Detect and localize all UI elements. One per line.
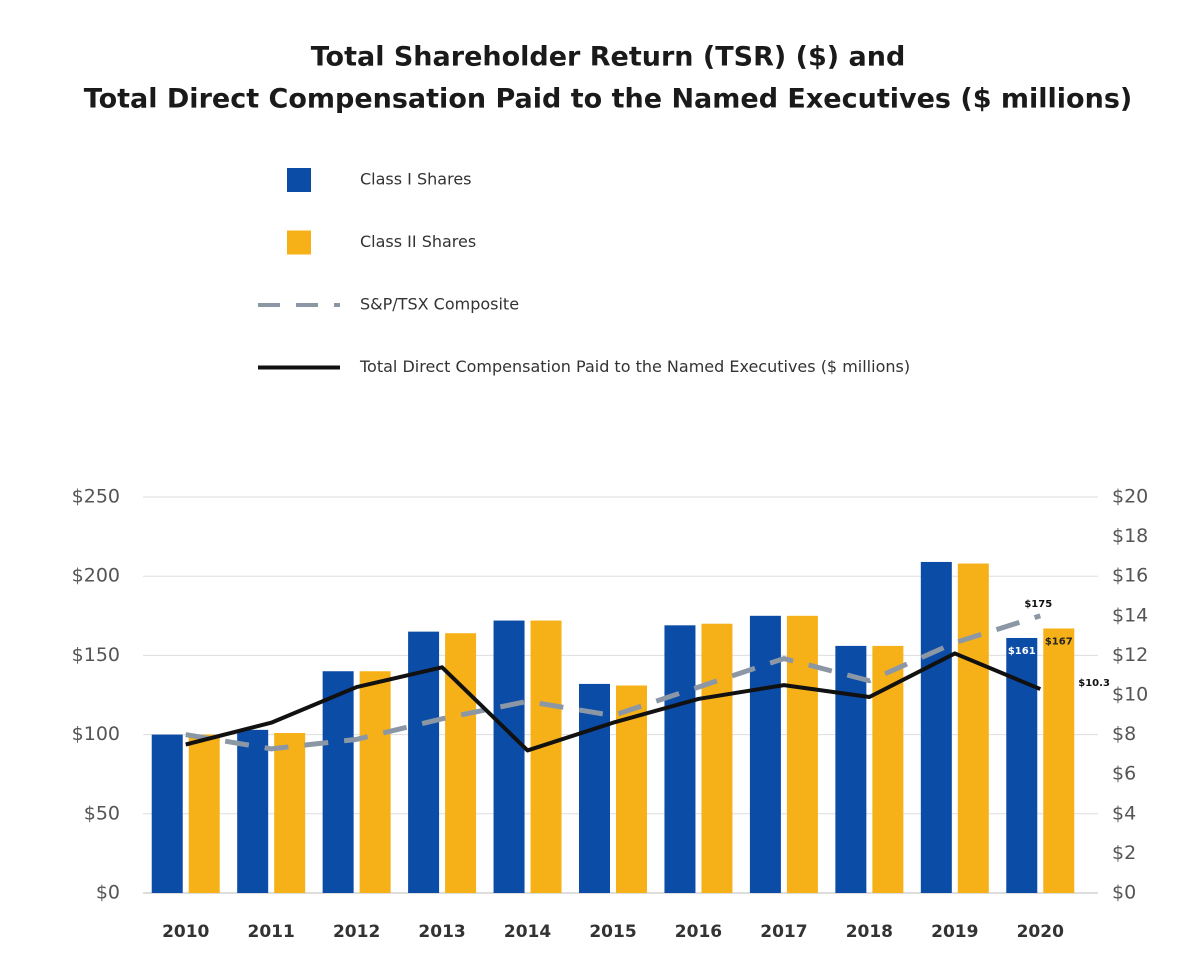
- y2-tick-label: $12: [1112, 644, 1148, 666]
- x-tick-label: 2019: [931, 922, 978, 942]
- bar: [786, 615, 818, 893]
- x-tick-label: 2017: [760, 922, 807, 942]
- legend-label: Class I Shares: [360, 170, 472, 189]
- x-tick-label: 2020: [1017, 922, 1064, 942]
- x-tick-label: 2012: [333, 922, 380, 942]
- bar: [493, 620, 525, 893]
- x-tick-label: 2014: [504, 922, 551, 942]
- chart-title: Total Shareholder Return (TSR) ($) and: [311, 42, 906, 73]
- x-tick-label: 2011: [248, 922, 295, 942]
- legend-label: S&P/TSX Composite: [360, 295, 519, 314]
- x-tick-label: 2018: [846, 922, 893, 942]
- y-tick-label: $250: [72, 486, 120, 508]
- legend-label: Class II Shares: [360, 232, 476, 251]
- y-tick-label: $100: [72, 723, 120, 745]
- legend-swatch: [287, 168, 311, 192]
- bar: [151, 734, 183, 893]
- y2-tick-label: $16: [1112, 565, 1148, 587]
- bar: [664, 625, 696, 893]
- bar: [1043, 628, 1075, 893]
- y2-tick-label: $18: [1112, 525, 1148, 547]
- y2-tick-label: $10: [1112, 684, 1148, 706]
- y-tick-label: $150: [72, 644, 120, 666]
- legend-swatch: [287, 230, 311, 255]
- x-tick-label: 2013: [418, 922, 465, 942]
- x-tick-label: 2015: [589, 922, 636, 942]
- y2-tick-label: $6: [1112, 763, 1136, 785]
- bar: [579, 683, 610, 893]
- chart-title: Total Direct Compensation Paid to the Na…: [84, 84, 1133, 115]
- bar: [749, 615, 781, 893]
- y2-tick-label: $4: [1112, 802, 1136, 824]
- value-label: $167: [1045, 636, 1073, 647]
- y2-tick-label: $8: [1112, 723, 1136, 745]
- value-label: $175: [1024, 599, 1052, 610]
- y2-tick-label: $0: [1112, 882, 1136, 904]
- y-tick-label: $0: [96, 882, 120, 904]
- x-tick-label: 2010: [162, 922, 209, 942]
- bar: [237, 729, 269, 893]
- bar: [274, 733, 306, 893]
- bar: [359, 671, 391, 893]
- dashed-line: [185, 613, 1042, 752]
- bar: [322, 671, 354, 893]
- y-tick-label: $50: [84, 802, 120, 824]
- y2-tick-label: $2: [1112, 842, 1136, 864]
- y-tick-label: $200: [72, 565, 120, 587]
- x-tick-label: 2016: [675, 922, 722, 942]
- bar: [920, 561, 952, 893]
- line: [185, 651, 1042, 753]
- value-label: $10.3: [1078, 678, 1110, 689]
- legend-label: Total Direct Compensation Paid to the Na…: [359, 357, 910, 376]
- bar: [957, 563, 989, 893]
- bar: [188, 734, 220, 893]
- bar: [835, 645, 867, 893]
- bar: [530, 620, 562, 893]
- value-label: $161: [1008, 646, 1036, 657]
- y2-tick-label: $14: [1112, 604, 1148, 626]
- bar: [701, 623, 733, 893]
- y2-tick-label: $20: [1112, 486, 1148, 508]
